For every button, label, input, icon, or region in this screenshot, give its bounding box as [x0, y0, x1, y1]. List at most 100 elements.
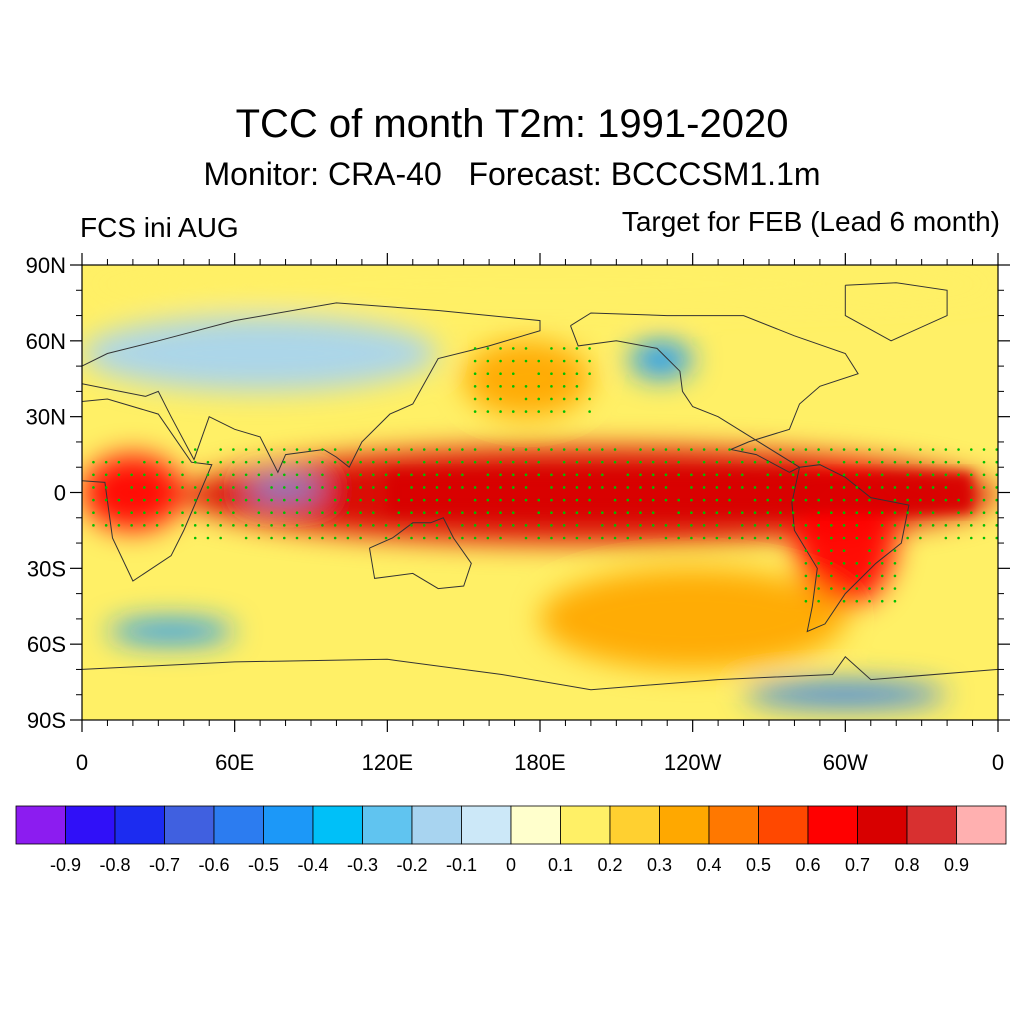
stipple-dot [982, 486, 986, 489]
stipple-dot [499, 460, 502, 464]
stipple-dot [461, 448, 464, 451]
stipple-dot [321, 536, 324, 540]
stipple-dot [448, 536, 451, 540]
map-subtitle: Monitor: CRA-40 Forecast: BCCCSM1.1m [203, 156, 821, 192]
stipple-dot [893, 448, 897, 451]
stipple-dot [346, 524, 350, 527]
stipple-dot [919, 511, 922, 515]
stipple-dot [397, 498, 401, 502]
stipple-dot [957, 536, 960, 540]
stipple-dot [384, 498, 388, 502]
stipple-dot [588, 498, 591, 502]
stipple-dot [537, 536, 541, 540]
stipple-dot [232, 473, 235, 477]
stipple-dot [817, 574, 820, 578]
stipple-dot [359, 460, 362, 464]
stipple-dot [969, 448, 973, 451]
stipple-dot [779, 448, 782, 451]
stipple-dot [422, 524, 426, 527]
stipple-dot [880, 574, 884, 578]
stipple-dot [295, 498, 299, 502]
stipple-dot [257, 511, 261, 515]
stipple-dot [308, 511, 312, 515]
stipple-dot [117, 511, 121, 515]
stipple-dot [613, 448, 617, 451]
stipple-dot [321, 524, 324, 527]
stipple-dot [842, 549, 846, 552]
stipple-dot [817, 511, 820, 515]
stipple-dot [842, 460, 846, 464]
stipple-dot [308, 473, 312, 477]
stipple-dot [282, 498, 286, 502]
tcc-region-8 [463, 340, 591, 417]
stipple-dot [422, 473, 426, 477]
stipple-dot [588, 448, 591, 451]
stipple-dot [677, 448, 680, 451]
stipple-dot [613, 460, 617, 464]
stipple-dot [690, 511, 693, 515]
stipple-dot [664, 486, 668, 489]
stipple-dot [639, 460, 642, 464]
stipple-dot [511, 473, 515, 477]
stipple-dot [384, 448, 388, 451]
stipple-dot [410, 498, 413, 502]
stipple-dot [206, 536, 210, 540]
stipple-dot [511, 359, 515, 363]
stipple-dot [321, 511, 324, 515]
stipple-dot [855, 511, 859, 515]
stipple-dot [677, 473, 680, 477]
stipple-dot [435, 524, 439, 527]
stipple-dot [511, 410, 515, 413]
stipple-dot [499, 385, 502, 388]
stipple-dot [206, 511, 210, 515]
stipple-dot [855, 587, 859, 590]
stipple-dot [486, 536, 490, 540]
stipple-dot [957, 498, 960, 502]
stipple-dot [511, 460, 515, 464]
stipple-dot [524, 460, 528, 464]
stipple-dot [893, 599, 897, 603]
stipple-dot [537, 524, 541, 527]
colorbar-label: -0.8 [99, 855, 130, 875]
stipple-dot [613, 511, 617, 515]
stipple-dot [372, 498, 375, 502]
stipple-dot [422, 511, 426, 515]
stipple-dot [944, 536, 948, 540]
stipple-dot [601, 448, 604, 451]
stipple-dot [766, 498, 770, 502]
stipple-dot [104, 498, 108, 502]
stipple-dot [524, 397, 528, 401]
stipple-dot [779, 511, 782, 515]
colorbar-label: -0.4 [297, 855, 328, 875]
colorbar-label: -0.7 [149, 855, 180, 875]
coastline-2 [369, 517, 472, 590]
stipple-dot [690, 473, 693, 477]
stipple-dot [677, 524, 680, 527]
stipple-dot [855, 599, 859, 603]
stipple-dot [842, 448, 846, 451]
stipple-dot [740, 460, 744, 464]
stipple-dot [282, 473, 286, 477]
stipple-dot [270, 448, 273, 451]
colorbar-swatch [213, 805, 264, 845]
colorbar-swatch [560, 805, 611, 845]
colorbar-swatch [956, 805, 1007, 845]
stipple-dot [753, 536, 757, 540]
stipple-dot [728, 473, 731, 477]
stipple-dot [753, 498, 757, 502]
stipple-dot [92, 498, 95, 502]
lon-tick-label: 0 [76, 750, 88, 775]
stipple-dot [753, 448, 757, 451]
stipple-dot [473, 524, 477, 527]
stipple-dot [372, 473, 375, 477]
stipple-dot [588, 486, 591, 489]
stipple-dot [562, 498, 566, 502]
stipple-dot [664, 473, 668, 477]
stipple-dot [410, 486, 413, 489]
stipple-dot [639, 448, 642, 451]
stipple-dot [168, 511, 172, 515]
stipple-dot [817, 587, 820, 590]
stipple-dot [855, 561, 859, 565]
stipple-dot [448, 473, 451, 477]
stipple-dot [982, 473, 986, 477]
